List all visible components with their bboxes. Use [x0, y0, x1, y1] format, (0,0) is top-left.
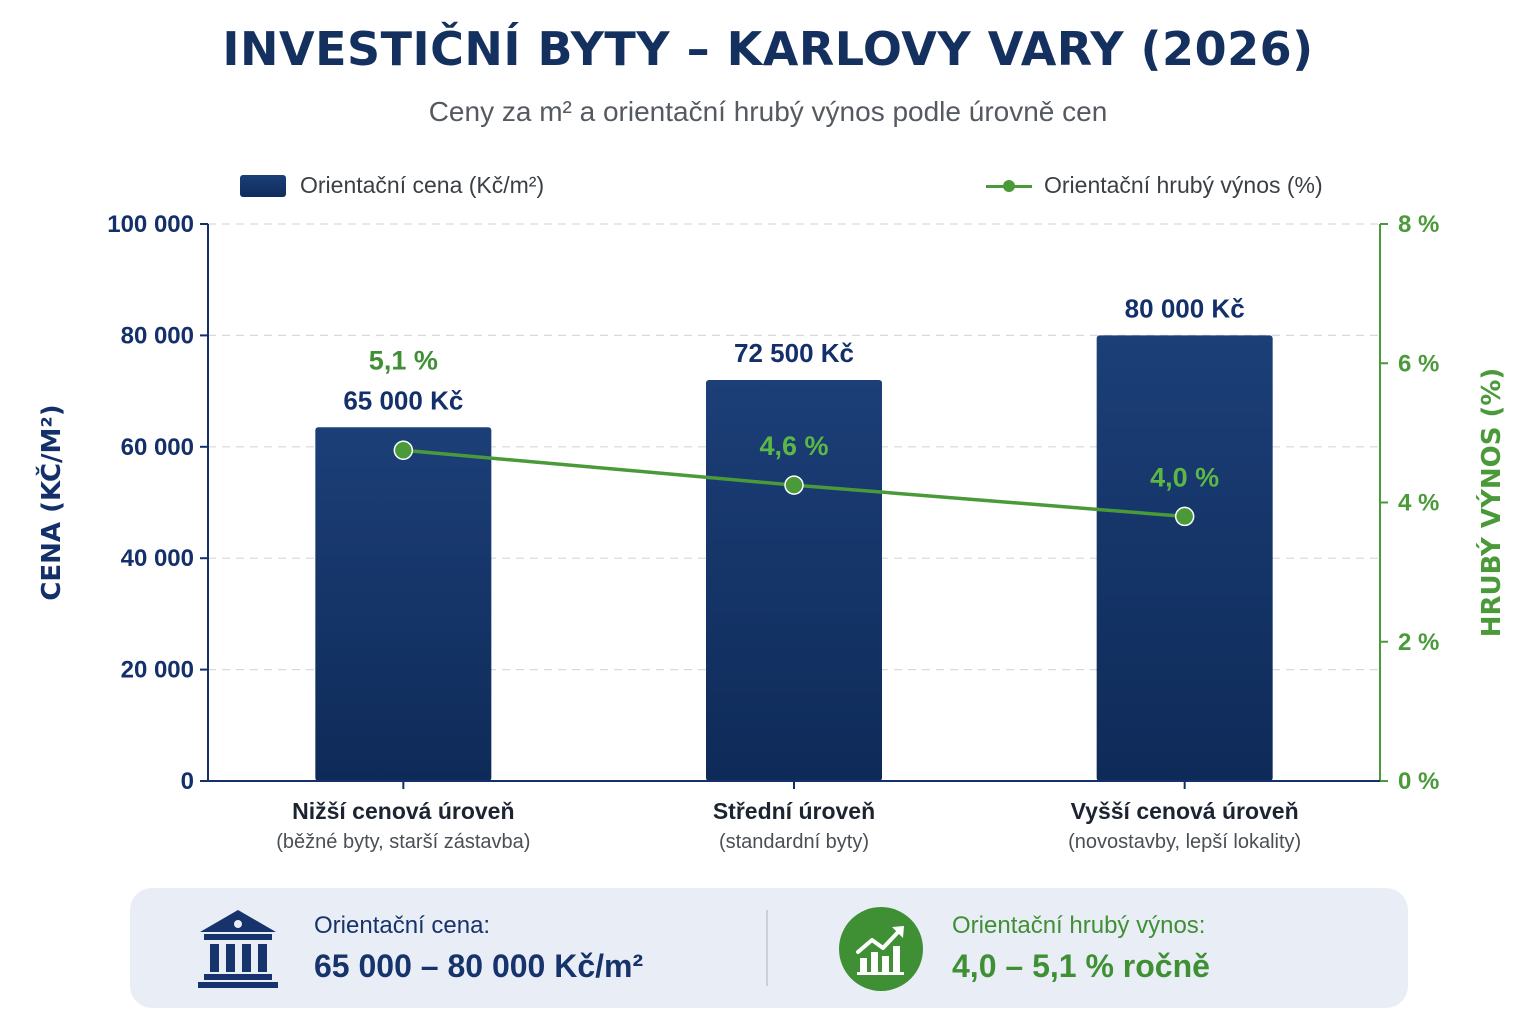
y2-tick-label: 0 % [1398, 768, 1439, 795]
legend-label-yield: Orientační hrubý výnos (%) [1044, 172, 1323, 198]
y2-axis-title: HRUBÝ VÝNOS (%) [1475, 368, 1507, 638]
x-tick-sublabel: (běžné byty, starší zástavba) [276, 831, 530, 853]
bar-data-label: 80 000 Kč [1125, 293, 1245, 323]
bar [315, 427, 492, 781]
legend-item-yield: Orientační hrubý výnos (%) [986, 172, 1323, 199]
x-tick-label: Vyšší cenová úroveň [1071, 798, 1299, 824]
yield-data-label: 4,6 % [759, 431, 828, 461]
combo-chart: 0 20 000 40 000 60 000 80 000 100 000 0 % 2 % 4 … [35, 211, 1507, 853]
yield-data-label: 4,0 % [1150, 462, 1219, 492]
chart-subtitle: Ceny za m² a orientační hrubý výnos podl… [428, 96, 1108, 127]
yield-data-label: 5,1 % [369, 345, 438, 375]
y-tick-label: 60 000 [121, 434, 194, 461]
x-tick-label: Střední úroveň [713, 798, 875, 824]
y-tick-label: 20 000 [121, 657, 194, 684]
y-tick-label: 80 000 [121, 322, 194, 349]
legend-bar-swatch [240, 174, 286, 197]
x-tick-label: Nižší cenová úroveň [292, 798, 514, 824]
yield-point [784, 475, 804, 495]
y-axis-title: CENA (KČ/M²) [35, 404, 67, 600]
y-tick-label: 0 [181, 768, 194, 795]
x-tick-sublabel: (novostavby, lepší lokality) [1068, 831, 1301, 853]
growth-chart-icon [839, 907, 923, 991]
summary-price-label: Orientační cena: [314, 912, 491, 939]
summary-yield-label: Orientační hrubý výnos: [952, 912, 1206, 939]
chart-title: INVESTIČNÍ BYTY – KARLOVY VARY (2026) [222, 22, 1314, 76]
y2-tick-label: 8 % [1398, 211, 1439, 238]
legend-line-swatch [986, 175, 1032, 197]
y-tick-label: 40 000 [121, 545, 194, 572]
summary-panel: Orientační cena: 65 000 – 80 000 Kč/m² O… [130, 888, 1408, 1008]
legend-label-price: Orientační cena (Kč/m²) [300, 172, 545, 198]
x-tick-sublabel: (standardní byty) [719, 831, 869, 853]
yield-point [393, 440, 414, 461]
y2-tick-label: 6 % [1398, 350, 1439, 377]
yield-point [1174, 506, 1195, 527]
bar-data-label: 72 500 Kč [734, 338, 854, 368]
y2-tick-label: 4 % [1398, 490, 1439, 517]
summary-yield-value: 4,0 – 5,1 % ročně [952, 948, 1210, 984]
y-tick-label: 100 000 [107, 211, 194, 238]
bar [1096, 335, 1273, 781]
bank-icon [198, 910, 278, 988]
summary-price-value: 65 000 – 80 000 Kč/m² [314, 948, 644, 984]
y2-tick-label: 2 % [1398, 629, 1439, 656]
summary-divider [766, 910, 768, 986]
legend-item-price: Orientační cena (Kč/m²) [240, 172, 544, 199]
bar-data-label: 65 000 Kč [343, 385, 463, 415]
